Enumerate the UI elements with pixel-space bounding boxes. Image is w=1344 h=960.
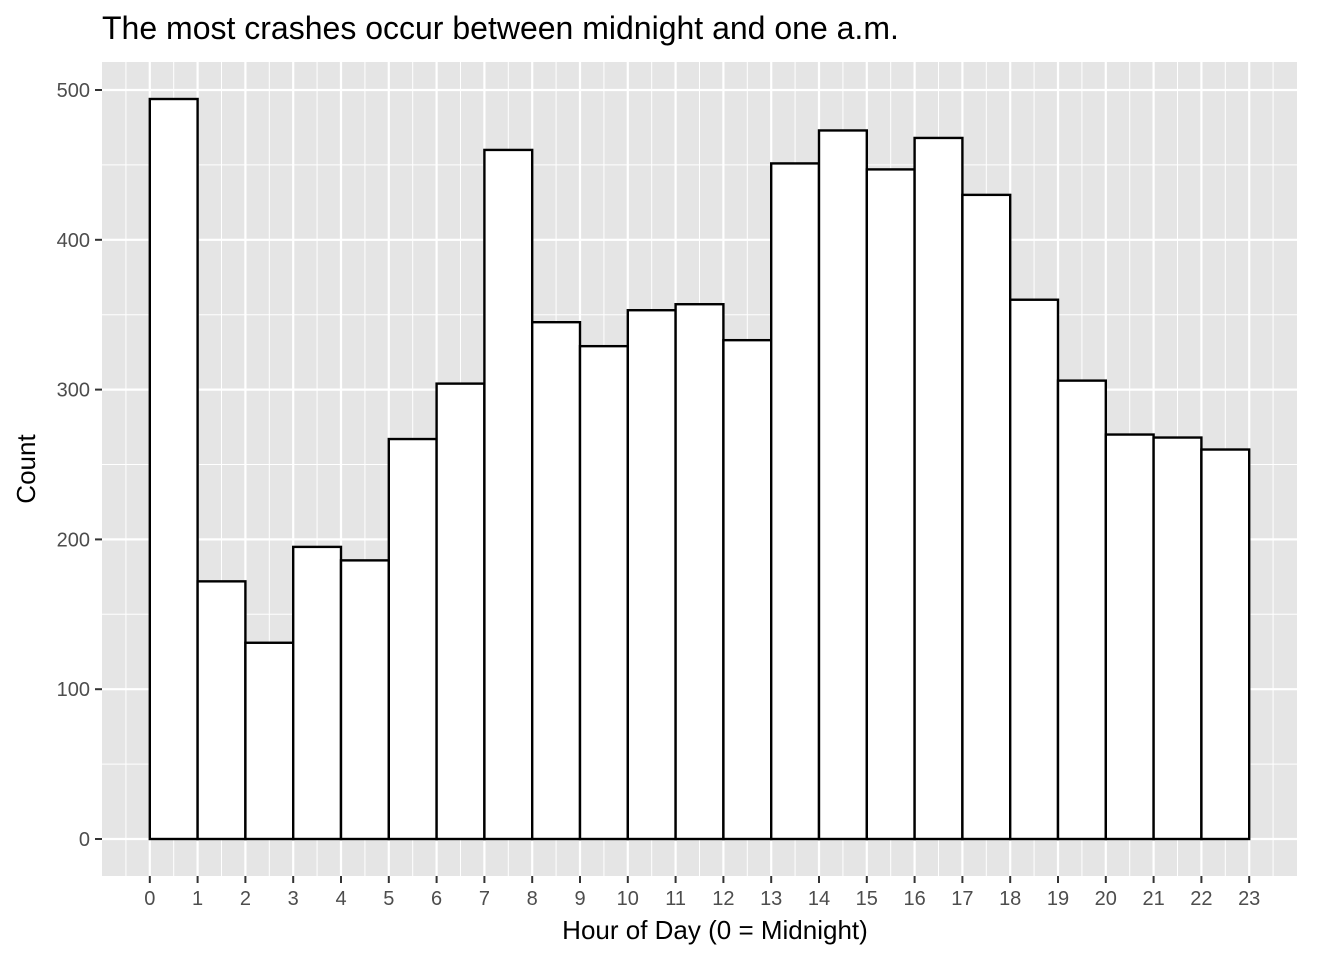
y-tick-label: 100	[57, 679, 90, 701]
y-axis-title: Count	[11, 434, 41, 504]
x-tick-label: 8	[527, 888, 538, 910]
y-tick-label: 400	[57, 230, 90, 252]
x-tick-label: 9	[574, 888, 585, 910]
histogram-bar	[387, 437, 438, 841]
histogram-bar	[961, 193, 1012, 841]
histogram-bar	[722, 338, 773, 841]
histogram-bar	[148, 97, 199, 841]
y-tick-label: 300	[57, 380, 90, 402]
histogram-bar	[674, 303, 725, 841]
x-tick-label: 1	[192, 888, 203, 910]
x-tick-label: 19	[1047, 888, 1069, 910]
x-tick-label: 4	[335, 888, 346, 910]
x-tick-label: 0	[144, 888, 155, 910]
x-tick-label: 14	[808, 888, 830, 910]
x-axis-title: Hour of Day (0 = Midnight)	[562, 915, 868, 945]
histogram-bar	[292, 545, 343, 841]
histogram-bar	[1009, 298, 1060, 841]
histogram-bar	[1200, 448, 1251, 841]
histogram-bar	[196, 580, 247, 841]
histogram-bar	[1152, 436, 1203, 841]
histogram-bar	[865, 168, 916, 841]
x-tick-label: 11	[665, 888, 686, 910]
histogram-bar	[817, 129, 868, 841]
x-tick-label: 5	[383, 888, 394, 910]
x-tick-label: 12	[712, 888, 734, 910]
x-tick-label: 13	[760, 888, 782, 910]
x-tick-label: 15	[856, 888, 878, 910]
histogram-bar	[531, 320, 582, 841]
x-tick-label: 16	[903, 888, 925, 910]
x-tick-label: 21	[1142, 888, 1164, 910]
histogram-bar	[435, 382, 486, 841]
y-tick-label: 200	[57, 529, 90, 551]
histogram-bar	[770, 162, 821, 841]
x-tick-label: 7	[479, 888, 490, 910]
y-axis: 0 100 200 300 400 500	[57, 80, 102, 851]
histogram-bar	[244, 641, 295, 841]
x-tick-label: 22	[1190, 888, 1212, 910]
bars	[148, 97, 1251, 841]
x-tick-label: 20	[1095, 888, 1117, 910]
histogram-bar	[483, 148, 534, 841]
histogram-bar	[339, 559, 390, 841]
histogram-bar	[578, 344, 629, 841]
x-tick-label: 10	[617, 888, 639, 910]
x-axis: 0 1 2 3 4 5 6 7 8 9 10 11 12 13 14 15 16 17 18 19 20 21 22 23	[144, 876, 1260, 910]
x-tick-label: 23	[1238, 888, 1260, 910]
histogram-bar	[1056, 379, 1107, 841]
x-tick-label: 17	[951, 888, 973, 910]
x-tick-label: 3	[288, 888, 299, 910]
y-tick-label: 500	[57, 80, 90, 102]
x-tick-label: 18	[999, 888, 1021, 910]
histogram-bar	[1104, 433, 1155, 841]
histogram-bar	[626, 309, 677, 841]
histogram-bar	[913, 136, 964, 841]
chart-title: The most crashes occur between midnight …	[102, 10, 899, 46]
x-tick-label: 6	[431, 888, 442, 910]
x-tick-label: 2	[240, 888, 251, 910]
y-tick-label: 0	[79, 829, 90, 851]
